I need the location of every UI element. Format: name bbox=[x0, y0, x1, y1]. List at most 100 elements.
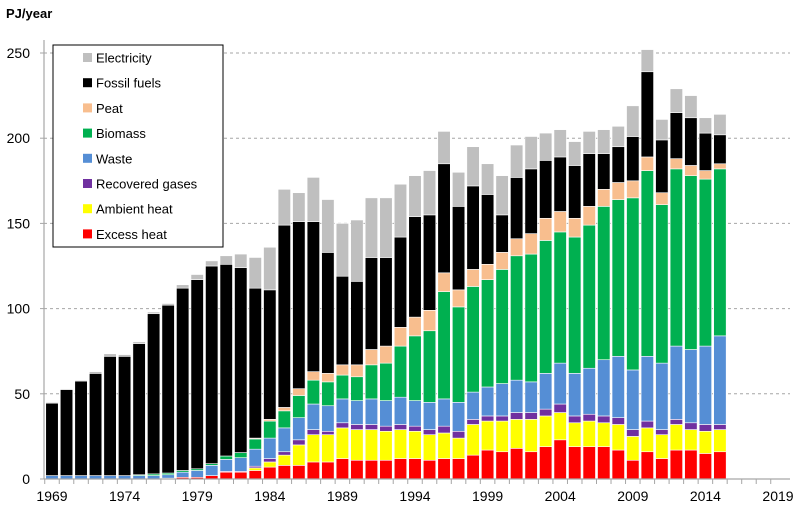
bar-segment-biomass bbox=[364, 364, 378, 400]
bar-segment-fossil-fuels bbox=[74, 380, 88, 476]
bar-segment-recovered-gases bbox=[568, 415, 582, 424]
bar-segment-peat bbox=[597, 189, 611, 207]
bar-segment-biomass bbox=[495, 269, 509, 384]
bar-segment-fossil-fuels bbox=[553, 156, 567, 212]
bar-segment-ambient-heat bbox=[481, 420, 495, 451]
bar-segment-biomass bbox=[510, 255, 524, 381]
bar-segment-peat bbox=[553, 211, 567, 233]
bar-segment-biomass bbox=[626, 197, 640, 371]
bar-segment-waste bbox=[364, 398, 378, 425]
bar-segment-biomass bbox=[350, 376, 364, 401]
bar-segment-ambient-heat bbox=[713, 429, 727, 453]
legend-swatch bbox=[83, 204, 92, 214]
bar-segment-fossil-fuels bbox=[698, 132, 712, 171]
bar-segment-fossil-fuels bbox=[393, 236, 408, 328]
bar-segment-excess-heat bbox=[248, 470, 262, 480]
bar-segment-ambient-heat bbox=[277, 454, 291, 466]
bar-segment-fossil-fuels bbox=[190, 279, 204, 470]
bar-segment-fossil-fuels bbox=[103, 356, 117, 476]
bar-segment-ambient-heat bbox=[393, 429, 408, 459]
legend-label: Excess heat bbox=[96, 227, 167, 242]
bar-segment-fossil-fuels bbox=[147, 313, 161, 475]
bar-segment-electricity bbox=[350, 219, 364, 282]
y-axis-ticks: 0 50 100 150 200 250 bbox=[7, 45, 44, 487]
y-tick-label: 150 bbox=[7, 215, 31, 231]
bar-segment-ambient-heat bbox=[408, 430, 422, 459]
bar-segment-fossil-fuels bbox=[655, 139, 669, 194]
bar-segment-waste bbox=[176, 471, 190, 478]
bar-segment-biomass bbox=[263, 420, 277, 439]
bar-segment-excess-heat bbox=[306, 461, 320, 480]
bar-segment-excess-heat bbox=[452, 458, 466, 480]
bar-segment-ambient-heat bbox=[698, 430, 712, 454]
bar-segment-recovered-gases bbox=[495, 415, 509, 422]
bar-segment-fossil-fuels bbox=[306, 221, 320, 372]
bar-segment-peat bbox=[655, 192, 669, 205]
bar-segment-ambient-heat bbox=[510, 419, 524, 449]
bar-segment-biomass bbox=[611, 199, 625, 357]
bar-segment-electricity bbox=[219, 255, 233, 265]
bar-segment-recovered-gases bbox=[597, 415, 611, 424]
bar-segment-fossil-fuels bbox=[611, 146, 625, 183]
bar-segment-fossil-fuels bbox=[539, 160, 553, 219]
bar-segment-waste bbox=[306, 403, 320, 430]
bar-segment-waste bbox=[292, 417, 306, 441]
legend-label: Electricity bbox=[96, 51, 152, 66]
bar-segment-fossil-fuels bbox=[176, 287, 190, 471]
x-axis-ticks: 1969 1974 1979 1984 1989 1994 1999 2004 2009 2014… bbox=[36, 479, 794, 504]
bar-segment-electricity bbox=[277, 189, 291, 226]
x-tick-label: 2009 bbox=[617, 488, 648, 504]
bar-segment-peat bbox=[306, 371, 320, 381]
bar-segment-waste bbox=[234, 457, 248, 472]
bar-segment-electricity bbox=[176, 284, 190, 289]
bar-segment-biomass bbox=[437, 291, 451, 400]
bar-segment-electricity bbox=[59, 388, 74, 390]
bar-segment-waste bbox=[335, 398, 349, 424]
bar-segment-recovered-gases bbox=[481, 415, 495, 422]
bar-segment-recovered-gases bbox=[379, 425, 393, 432]
bar-segment-peat bbox=[640, 156, 654, 171]
bar-segment-fossil-fuels bbox=[248, 287, 262, 439]
bar-segment-electricity bbox=[263, 246, 277, 291]
bar-segment-ambient-heat bbox=[321, 434, 335, 463]
bar-segment-recovered-gases bbox=[698, 424, 712, 432]
bar-segment-excess-heat bbox=[422, 459, 437, 480]
bar-segment-fossil-fuels bbox=[234, 267, 248, 453]
bar-segment-ambient-heat bbox=[248, 467, 262, 471]
bar-segment-excess-heat bbox=[263, 466, 277, 480]
bar-segment-ambient-heat bbox=[640, 427, 654, 453]
bar-segment-biomass bbox=[553, 231, 567, 364]
legend-label: Biomass bbox=[96, 126, 146, 141]
bar-segment-excess-heat bbox=[713, 451, 727, 480]
bar-segment-electricity bbox=[190, 274, 204, 280]
bar-segment-fossil-fuels bbox=[452, 206, 466, 291]
bar-segment-recovered-gases bbox=[277, 451, 291, 456]
bar-segment-fossil-fuels bbox=[89, 373, 103, 476]
bar-segment-fossil-fuels bbox=[684, 117, 698, 166]
bar-segment-waste bbox=[698, 345, 712, 425]
legend-label: Recovered gases bbox=[96, 177, 198, 192]
y-tick-label: 50 bbox=[14, 386, 30, 402]
bar-segment-electricity bbox=[437, 131, 451, 165]
bar-segment-electricity bbox=[510, 144, 524, 178]
bar-segment-fossil-fuels bbox=[379, 257, 393, 347]
bar-segment-biomass bbox=[335, 374, 349, 400]
bar-segment-recovered-gases bbox=[292, 439, 306, 446]
bar-segment-peat bbox=[626, 180, 640, 199]
bar-segment-electricity bbox=[292, 192, 306, 222]
bar-segment-peat bbox=[510, 238, 524, 257]
bar-segment-excess-heat bbox=[321, 461, 335, 480]
bar-segment-fossil-fuels bbox=[524, 168, 538, 234]
bar-segment-excess-heat bbox=[539, 446, 553, 480]
bar-segment-peat bbox=[422, 310, 437, 332]
bar-segment-waste bbox=[640, 356, 654, 422]
bar-segment-biomass bbox=[466, 286, 480, 393]
bar-segment-waste bbox=[161, 474, 175, 479]
bar-segment-biomass bbox=[582, 224, 596, 369]
bar-segment-recovered-gases bbox=[364, 424, 378, 430]
bar-segment-excess-heat bbox=[684, 449, 698, 480]
bar-segment-electricity bbox=[364, 197, 378, 258]
bar-segment-recovered-gases bbox=[553, 403, 567, 413]
bar-segment-biomass bbox=[684, 175, 698, 350]
bar-segment-recovered-gases bbox=[669, 419, 683, 425]
